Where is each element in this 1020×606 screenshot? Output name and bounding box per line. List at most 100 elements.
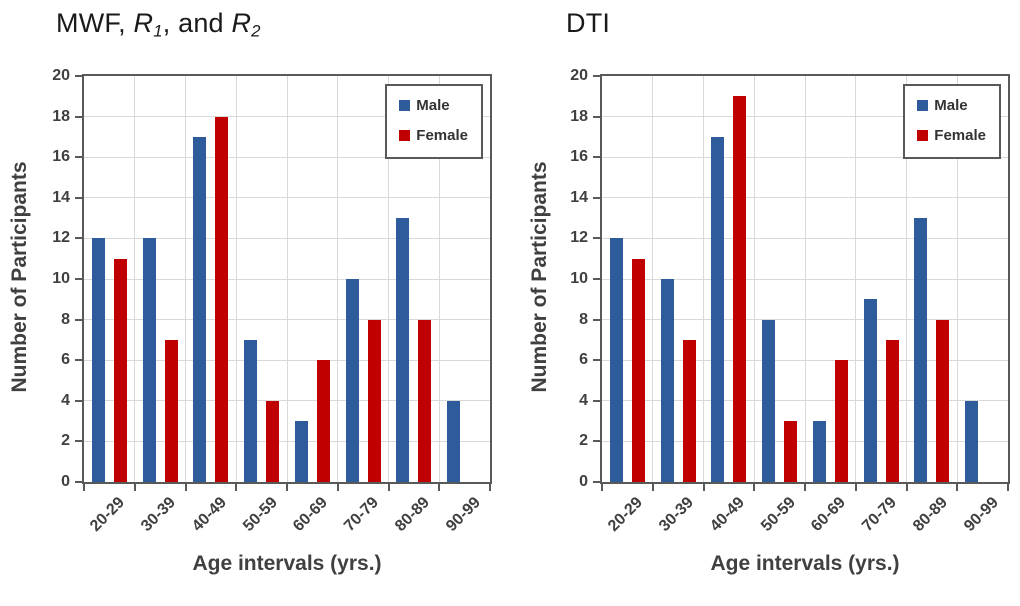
legend: Male Female (385, 84, 483, 159)
chart-title-part: 1 (153, 21, 163, 41)
legend-item-female: Female (917, 127, 986, 144)
y-tick-label: 0 (579, 473, 588, 490)
y-tick (75, 196, 83, 199)
bar-female-50-59 (784, 421, 798, 482)
x-tick (753, 483, 756, 491)
x-tick-label: 20-29 (605, 494, 647, 535)
y-tick-label: 8 (579, 310, 588, 328)
x-tick-label: 90-99 (960, 494, 1002, 535)
bar-male-20-29 (91, 238, 105, 482)
bar-male-80-89 (396, 218, 410, 482)
bar-female-60-69 (834, 360, 848, 482)
y-tick-label: 14 (570, 188, 588, 206)
gridline-vertical (438, 76, 440, 482)
x-tick-label: 40-49 (706, 494, 748, 535)
gridline-vertical (134, 76, 136, 482)
y-tick-label: 6 (61, 351, 70, 369)
bar-female-70-79 (367, 319, 381, 482)
x-tick (702, 483, 705, 491)
bar-female-80-89 (418, 319, 432, 482)
bar-female-20-29 (631, 258, 645, 482)
x-tick (235, 483, 238, 491)
x-tick-label: 50-59 (757, 494, 799, 535)
legend-label-female: Female (416, 127, 468, 144)
bar-female-40-49 (733, 96, 747, 482)
gridline-vertical (235, 76, 237, 482)
x-tick-label: 20-29 (87, 494, 129, 535)
y-tick (593, 440, 601, 443)
y-tick (75, 75, 83, 77)
chart-title-part: R (133, 8, 154, 38)
y-tick (75, 278, 83, 280)
y-tick-label: 16 (52, 148, 70, 166)
x-tick-label: 70-79 (341, 494, 383, 535)
gridline-vertical (855, 76, 857, 482)
bar-female-60-69 (316, 360, 330, 482)
bar-male-40-49 (711, 136, 725, 482)
y-tick (75, 318, 83, 321)
x-tick (336, 483, 339, 491)
bar-male-90-99 (965, 400, 979, 482)
y-tick (75, 440, 83, 443)
bar-male-70-79 (863, 299, 877, 482)
y-tick-label: 10 (52, 270, 70, 287)
y-tick-label: 8 (61, 310, 70, 328)
gridline-vertical (337, 76, 339, 482)
x-tick-label: 30-39 (656, 494, 698, 535)
y-tick-label: 4 (579, 391, 588, 409)
x-tick (651, 483, 654, 491)
y-tick (75, 115, 83, 118)
x-tick-label: 60-69 (290, 494, 332, 535)
y-axis-label: Number of Participants (8, 161, 31, 393)
x-tick (956, 483, 959, 491)
y-tick (593, 359, 601, 362)
bar-female-40-49 (215, 116, 229, 482)
x-tick-label: 90-99 (442, 494, 484, 535)
bar-male-60-69 (294, 421, 308, 482)
gridline-vertical (906, 76, 907, 482)
x-tick (286, 483, 288, 491)
x-tick (804, 483, 806, 491)
y-tick (593, 278, 601, 280)
bar-female-20-29 (113, 258, 127, 482)
male-swatch-icon (917, 100, 929, 111)
x-tick (489, 483, 491, 491)
female-swatch-icon (917, 130, 929, 141)
gridline-vertical (185, 76, 186, 482)
y-tick (593, 318, 601, 321)
bar-male-20-29 (609, 238, 623, 482)
x-tick (387, 483, 390, 491)
plot-area: Male Female 0 2 4 6 8 10 12 14 16 18 20 20-29 30-39 4… (570, 67, 1010, 535)
x-tick-label: 80-89 (909, 494, 951, 535)
bar-male-40-49 (193, 136, 207, 482)
chart-title-part: 2 (251, 21, 261, 41)
x-axis-label: Age intervals (yrs.) (192, 552, 382, 575)
x-tick (83, 483, 85, 491)
bar-female-30-39 (164, 339, 178, 482)
y-tick-label: 0 (61, 473, 70, 490)
bar-male-30-39 (660, 279, 674, 482)
legend-label-male: Male (934, 97, 968, 114)
bar-male-30-39 (142, 238, 156, 482)
y-axis-label: Number of Participants (528, 161, 551, 393)
x-tick-label: 30-39 (138, 494, 180, 535)
y-tick (75, 481, 83, 483)
y-tick (593, 156, 601, 159)
legend-item-female: Female (399, 127, 468, 144)
y-tick (593, 237, 601, 240)
bar-female-50-59 (266, 400, 280, 482)
x-tick (133, 483, 136, 491)
gridline-vertical (956, 76, 958, 482)
y-tick-label: 18 (52, 107, 70, 125)
chart-title: MWF, R1, and R2 (56, 8, 261, 42)
x-tick-label: 60-69 (808, 494, 850, 535)
x-tick (854, 483, 857, 491)
gridline-vertical (703, 76, 704, 482)
gridline-vertical (286, 76, 288, 482)
y-tick-label: 6 (579, 351, 588, 369)
y-tick-label: 10 (570, 270, 588, 287)
legend-label-male: Male (416, 97, 450, 114)
x-tick (601, 483, 603, 491)
bar-male-50-59 (244, 339, 258, 482)
gridline-vertical (652, 76, 654, 482)
